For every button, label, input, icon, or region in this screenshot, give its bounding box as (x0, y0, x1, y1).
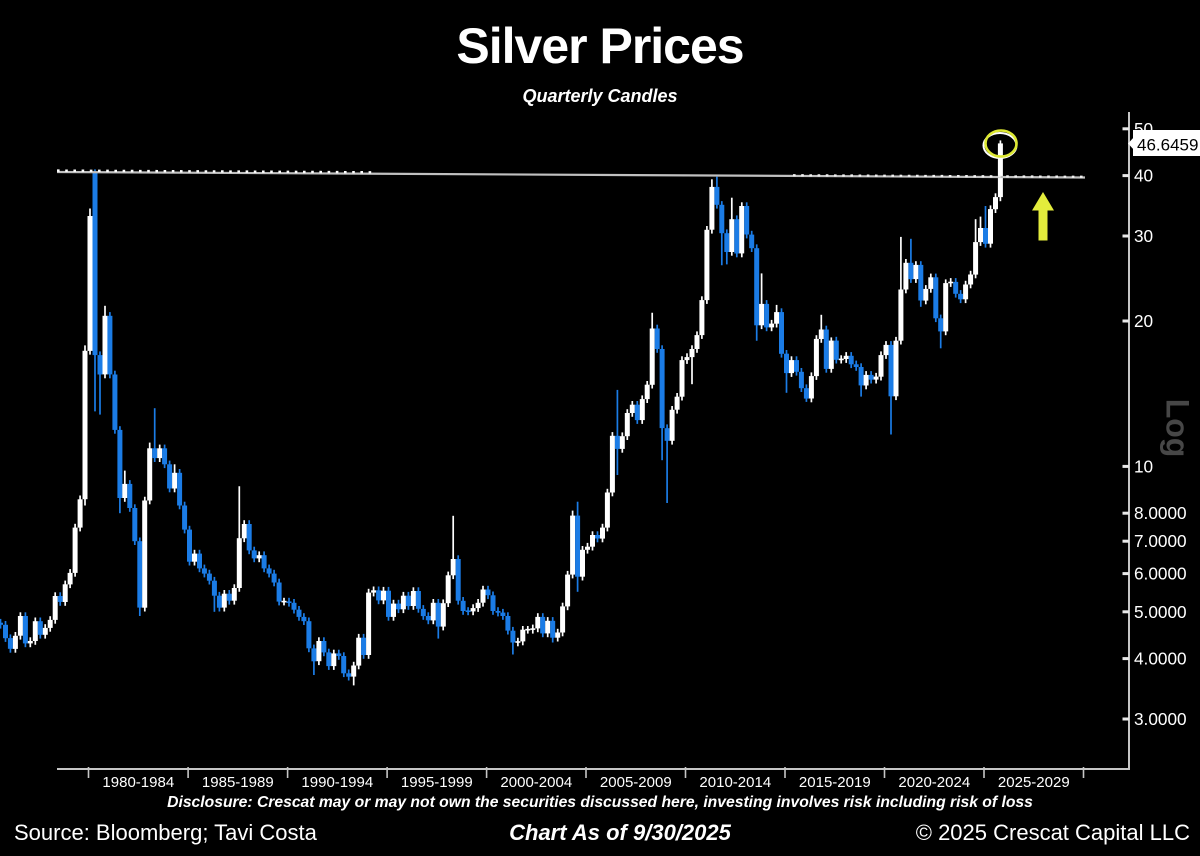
svg-text:5.0000: 5.0000 (1134, 602, 1187, 622)
svg-text:1995-1999: 1995-1999 (401, 774, 473, 791)
svg-text:2005-2009: 2005-2009 (600, 774, 672, 791)
svg-text:1990-1994: 1990-1994 (301, 774, 373, 791)
svg-text:6.0000: 6.0000 (1134, 564, 1187, 584)
svg-text:2000-2004: 2000-2004 (500, 774, 572, 791)
svg-text:Log: Log (1160, 399, 1196, 458)
svg-text:2015-2019: 2015-2019 (799, 774, 871, 791)
svg-text:40: 40 (1134, 166, 1153, 186)
svg-text:8.0000: 8.0000 (1134, 503, 1187, 523)
svg-text:2020-2024: 2020-2024 (898, 774, 970, 791)
svg-text:1985-1989: 1985-1989 (202, 774, 274, 791)
svg-text:1980-1984: 1980-1984 (102, 774, 174, 791)
svg-text:10: 10 (1134, 456, 1153, 476)
svg-text:3.0000: 3.0000 (1134, 709, 1187, 729)
svg-text:2010-2014: 2010-2014 (699, 774, 771, 791)
svg-text:20: 20 (1134, 311, 1153, 331)
svg-text:46.6459: 46.6459 (1137, 136, 1198, 155)
svg-text:30: 30 (1134, 226, 1153, 246)
svg-text:2025-2029: 2025-2029 (998, 774, 1070, 791)
svg-text:7.0000: 7.0000 (1134, 531, 1187, 551)
svg-text:4.0000: 4.0000 (1134, 649, 1187, 669)
